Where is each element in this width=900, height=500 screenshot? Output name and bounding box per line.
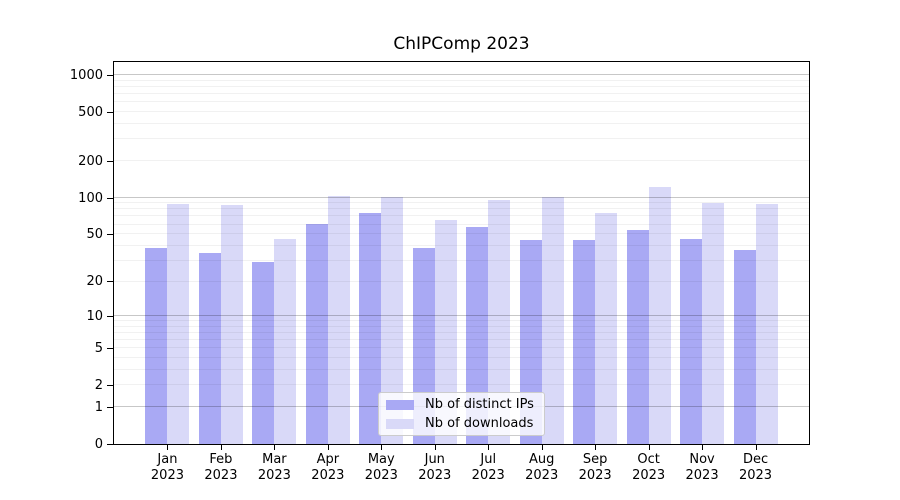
legend-item-distinct-ips: Nb of distinct IPs [386, 397, 537, 412]
y-tick-label: 2 [94, 378, 103, 394]
x-tick-mark [434, 445, 436, 450]
bar-jan-downloads [167, 203, 190, 444]
x-tick-label-jan: Jan 2023 [137, 452, 197, 484]
x-tick-mark [167, 445, 169, 450]
y-tick-mark [107, 75, 113, 77]
x-tick-label-dec: Dec 2023 [726, 452, 786, 484]
x-tick-mark [381, 445, 383, 450]
x-tick-mark [541, 445, 543, 450]
chart-title: ChIPComp 2023 [393, 34, 530, 54]
bar-feb-downloads [220, 205, 243, 444]
y-tick-label: 20 [86, 274, 103, 290]
x-tick-label-may: May 2023 [351, 452, 411, 484]
legend: Nb of distinct IPs Nb of downloads [378, 392, 545, 436]
y-tick-mark [107, 281, 113, 283]
bar-apr-downloads [327, 195, 350, 444]
x-tick-label-nov: Nov 2023 [672, 452, 732, 484]
y-tick-label: 1000 [69, 68, 103, 84]
plot-area: Nb of distinct IPs Nb of downloads [113, 61, 810, 445]
bar-aug-downloads [541, 197, 564, 444]
bar-mar-downloads [274, 238, 297, 444]
x-tick-year: 2023 [525, 468, 559, 483]
x-tick-label-feb: Feb 2023 [191, 452, 251, 484]
x-tick-mark [220, 445, 222, 450]
bar-mar-distinct-ips [252, 262, 275, 444]
x-tick-label-oct: Oct 2023 [619, 452, 679, 484]
y-tick-label: 5 [94, 341, 103, 357]
legend-label-distinct-ips: Nb of distinct IPs [425, 397, 534, 412]
bar-may-downloads [381, 197, 404, 444]
y-tick-mark [107, 348, 113, 350]
legend-label-downloads: Nb of downloads [425, 416, 534, 431]
bar-oct-downloads [648, 186, 671, 444]
bar-nov-distinct-ips [680, 238, 703, 444]
y-tick-label: 50 [86, 227, 103, 243]
x-tick-mark [327, 445, 329, 450]
y-tick-mark [107, 234, 113, 236]
y-tick-mark [107, 444, 113, 445]
y-tick-mark [107, 112, 113, 114]
y-tick-label: 10 [86, 309, 103, 324]
legend-swatch-distinct-ips [386, 399, 414, 410]
x-tick-mark [755, 445, 757, 450]
bar-sep-downloads [595, 212, 618, 444]
x-tick-year: 2023 [738, 468, 773, 483]
bar-oct-distinct-ips [626, 230, 649, 444]
x-tick-label-jun: Jun 2023 [405, 452, 465, 484]
x-tick-year: 2023 [311, 468, 345, 483]
x-tick-label-aug: Aug 2023 [512, 452, 572, 484]
bar-jan-distinct-ips [145, 248, 168, 444]
y-tick-label: 0 [94, 437, 103, 452]
bar-apr-distinct-ips [305, 223, 328, 444]
x-tick-mark [648, 445, 650, 450]
bar-feb-distinct-ips [198, 252, 221, 444]
x-tick-label-apr: Apr 2023 [298, 452, 358, 484]
bar-may-distinct-ips [359, 212, 382, 444]
x-tick-mark [488, 445, 490, 450]
y-tick-mark [107, 160, 113, 162]
y-tick-label: 1 [94, 400, 103, 415]
x-tick-year: 2023 [150, 468, 184, 483]
bar-nov-downloads [702, 203, 725, 444]
legend-swatch-downloads [386, 418, 414, 429]
x-tick-year: 2023 [632, 468, 666, 483]
bar-jul-distinct-ips [466, 227, 489, 444]
x-tick-label-sep: Sep 2023 [565, 452, 625, 484]
y-tick-label: 500 [78, 105, 103, 121]
bar-dec-distinct-ips [733, 249, 756, 444]
y-tick-label: 200 [78, 153, 103, 169]
x-tick-year: 2023 [471, 468, 505, 483]
bar-jul-downloads [488, 199, 511, 444]
x-tick-mark [595, 445, 597, 450]
x-tick-mark [274, 445, 276, 450]
x-tick-year: 2023 [685, 468, 719, 483]
bar-sep-distinct-ips [573, 239, 596, 444]
x-tick-year: 2023 [578, 468, 612, 483]
y-tick-mark [107, 407, 113, 408]
y-tick-mark [107, 197, 113, 199]
x-tick-year: 2023 [418, 468, 452, 483]
x-tick-mark [702, 445, 704, 450]
x-tick-year: 2023 [204, 468, 238, 483]
x-tick-year: 2023 [257, 468, 291, 483]
bar-dec-downloads [755, 203, 778, 444]
legend-item-downloads: Nb of downloads [386, 416, 537, 431]
x-tick-year: 2023 [364, 468, 398, 483]
y-tick-label: 100 [78, 190, 103, 206]
bars-layer [114, 62, 809, 444]
bar-jun-downloads [434, 219, 457, 444]
y-tick-mark [107, 316, 113, 317]
x-tick-label-jul: Jul 2023 [458, 452, 518, 484]
y-tick-mark [107, 385, 113, 387]
x-tick-label-mar: Mar 2023 [244, 452, 304, 484]
